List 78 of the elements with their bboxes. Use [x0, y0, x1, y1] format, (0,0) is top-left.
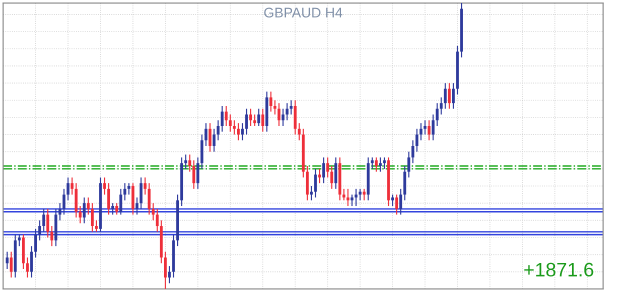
candlestick — [107, 182, 110, 216]
candlestick — [416, 128, 418, 152]
candlestick — [127, 182, 130, 196]
candlestick — [74, 182, 78, 218]
candlestick — [245, 108, 248, 136]
candlestick — [253, 114, 256, 127]
candlestick — [144, 176, 147, 196]
candlestick — [132, 182, 134, 216]
candlestick — [282, 108, 284, 127]
candlestick — [354, 188, 358, 207]
candlestick — [228, 114, 232, 132]
candlestick — [212, 128, 216, 152]
candlestick — [326, 156, 330, 178]
candlestick — [34, 228, 37, 258]
candlestick — [420, 122, 422, 141]
candlestick — [164, 251, 167, 289]
candlestick — [46, 208, 50, 238]
candlestick — [314, 168, 317, 198]
candlestick — [350, 194, 354, 207]
candlestick — [140, 176, 142, 210]
candlestick — [82, 196, 86, 224]
candlestick — [148, 182, 151, 216]
candlestick — [66, 176, 70, 201]
candlestick — [30, 246, 33, 278]
candlestick — [448, 82, 451, 110]
text: +1871.6 — [524, 262, 594, 277]
candlestick — [220, 105, 224, 132]
candlestick — [428, 120, 431, 141]
candlestick — [378, 156, 382, 172]
candlestick — [440, 96, 443, 116]
candlestick — [26, 256, 29, 278]
candlestick — [391, 194, 394, 207]
candlestick — [103, 176, 106, 196]
candlestick — [58, 202, 62, 221]
candlestick — [452, 82, 455, 110]
candlestick — [383, 156, 386, 170]
candlestick — [86, 196, 90, 216]
candlestick — [318, 168, 321, 184]
candlestick — [62, 188, 66, 216]
candlestick — [249, 108, 252, 127]
candlestick — [399, 188, 402, 216]
candlestick — [111, 202, 114, 216]
candlestick — [232, 120, 236, 136]
candlestick — [278, 102, 280, 127]
candlestick — [10, 251, 13, 278]
candlestick — [119, 188, 122, 216]
candlestick — [136, 196, 138, 216]
candlestick — [362, 188, 366, 201]
candlestick — [70, 176, 74, 196]
candlestick — [310, 185, 313, 201]
candlestick — [204, 122, 208, 147]
candlestick — [38, 220, 42, 241]
candlestick — [237, 122, 240, 141]
candlestick — [168, 266, 171, 284]
candlestick — [95, 220, 98, 232]
chart-title: GBPAUD H4 — [264, 8, 342, 18]
candlestick — [196, 156, 200, 190]
candlestick — [395, 194, 398, 216]
candlestick — [241, 122, 244, 141]
candlestick — [208, 122, 212, 152]
candlestick — [274, 100, 276, 116]
candlestick — [18, 234, 21, 247]
candlestick — [346, 188, 350, 207]
candlestick — [322, 156, 326, 184]
candlestick — [269, 91, 272, 112]
candlestick — [374, 156, 378, 172]
candlestick — [216, 120, 220, 141]
candlestick — [358, 188, 362, 201]
candlestick — [306, 165, 309, 201]
candlestick — [342, 188, 346, 201]
candlestick — [411, 140, 414, 164]
candlestick — [115, 202, 118, 216]
candlestick — [424, 120, 426, 136]
candlestick — [432, 114, 435, 141]
candlestick — [90, 202, 94, 232]
candlestick — [286, 102, 289, 121]
candlestick — [290, 100, 293, 116]
candlestick — [200, 134, 204, 170]
